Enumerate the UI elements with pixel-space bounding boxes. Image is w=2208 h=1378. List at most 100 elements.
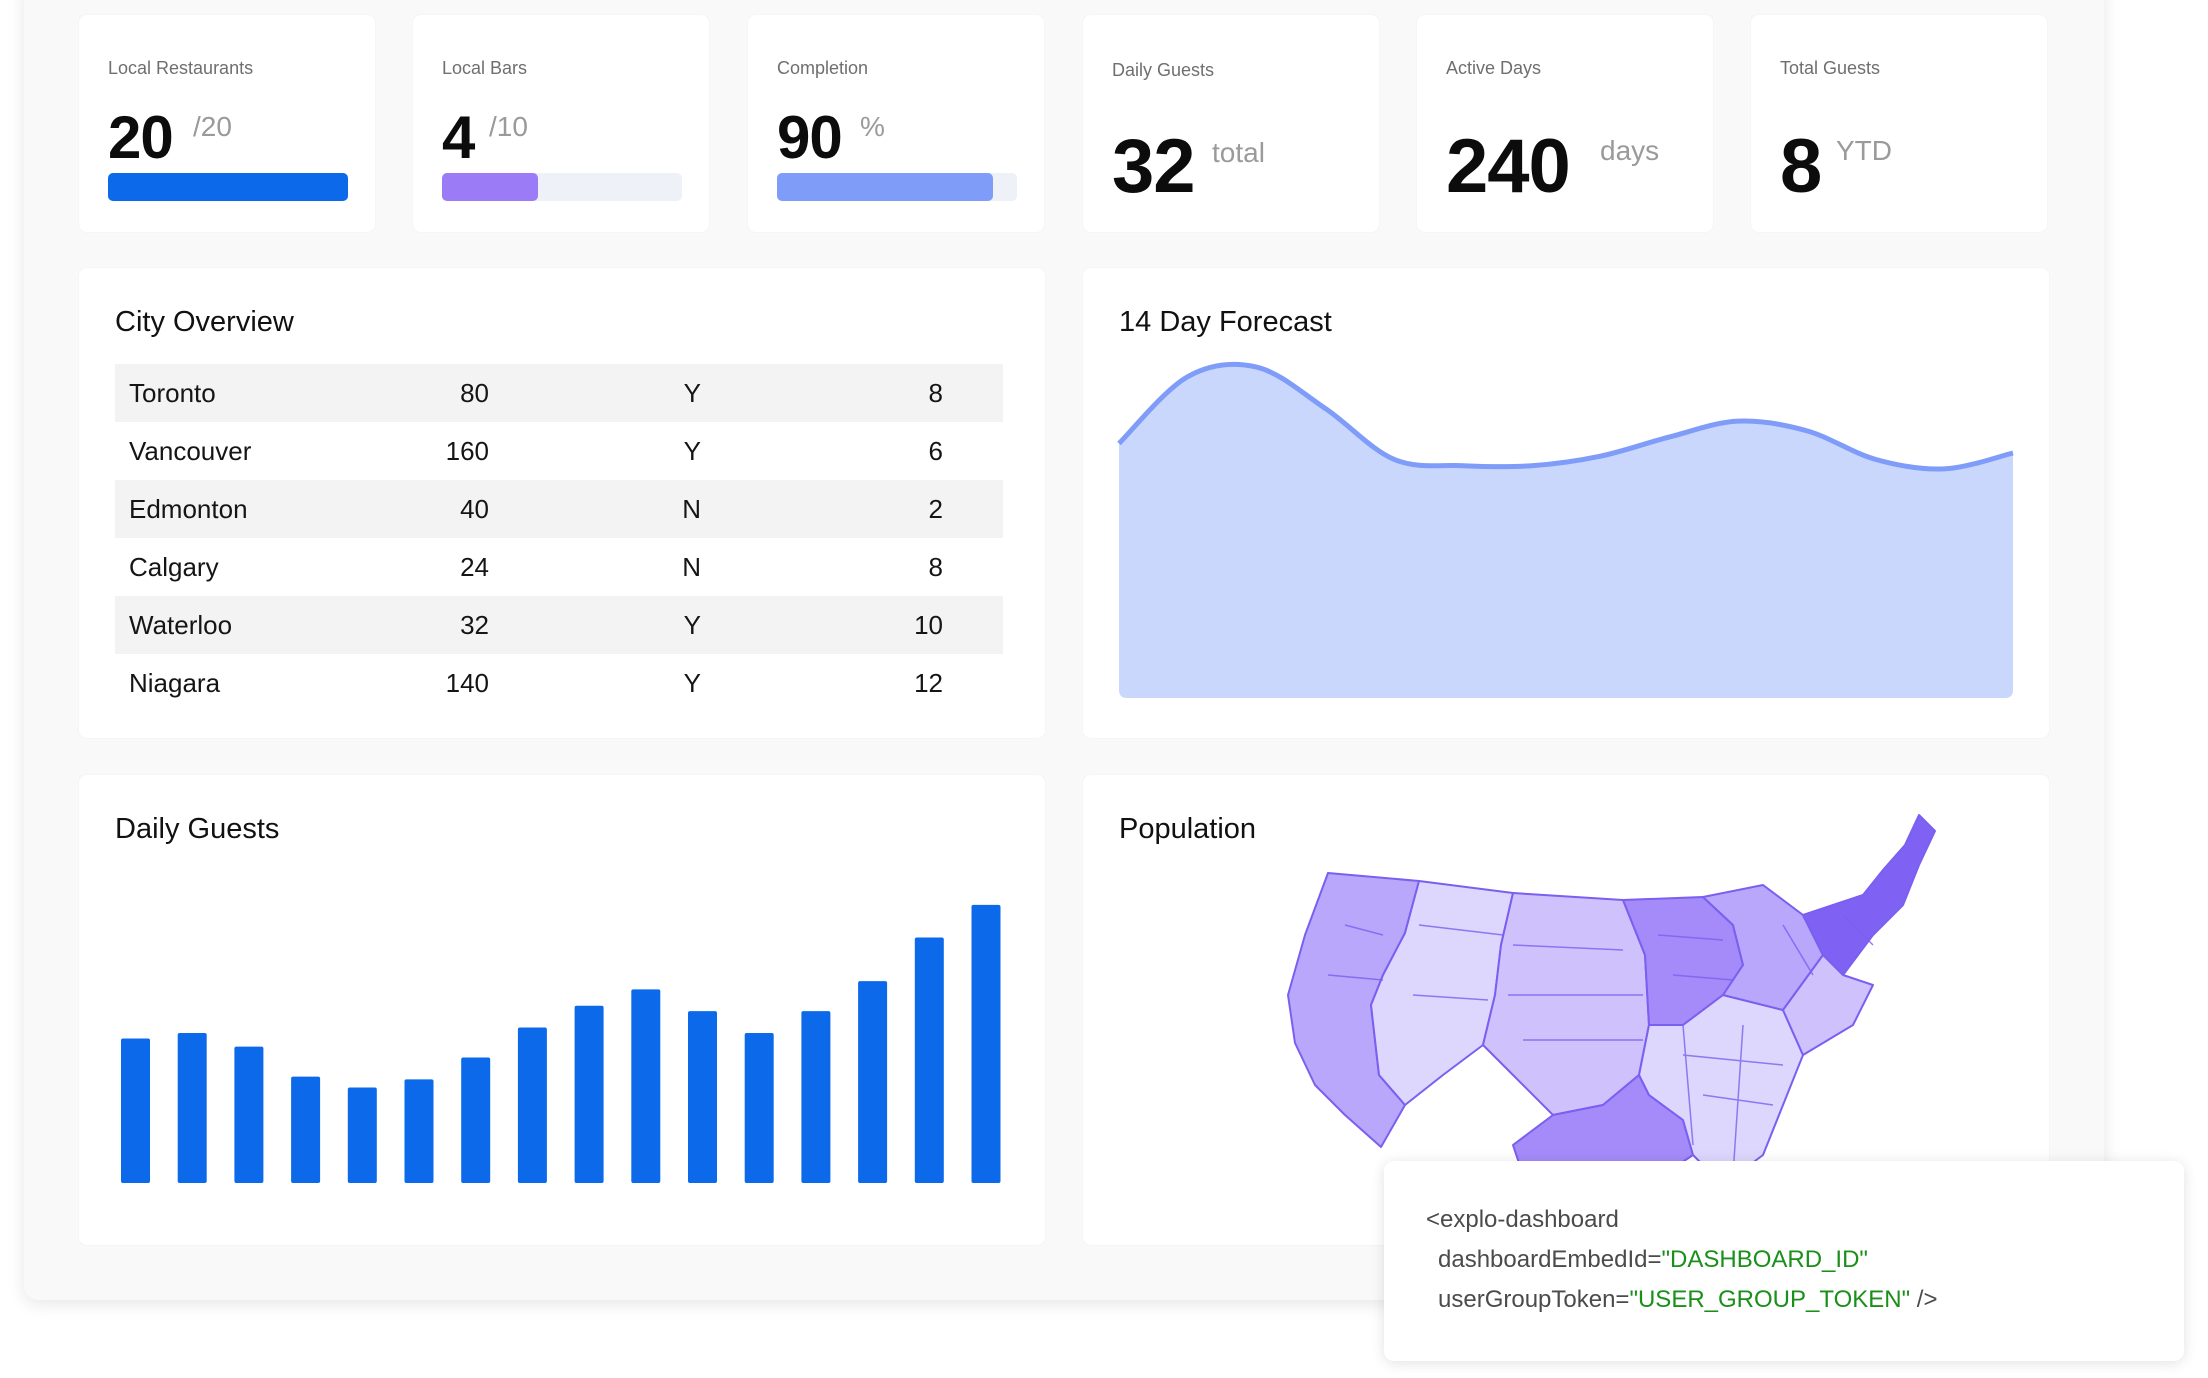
bar-1[interactable] bbox=[121, 1038, 150, 1183]
kpi-value: 90 bbox=[777, 104, 843, 171]
code-close-tag: /> bbox=[1910, 1286, 1938, 1313]
kpi-card-active-days[interactable]: Active Days 240 days bbox=[1417, 15, 1713, 232]
daily-guests-bar-chart bbox=[121, 904, 1001, 1183]
table-cell-count: 6 bbox=[928, 435, 943, 466]
table-cell-flag: Y bbox=[683, 435, 701, 466]
daily-guests-card: Daily Guests bbox=[79, 775, 1045, 1245]
bar-3[interactable] bbox=[234, 1046, 264, 1183]
kpi-unit: /10 bbox=[489, 111, 528, 142]
code-attr: userGroupToken= bbox=[1438, 1286, 1630, 1313]
kpi-label: Active Days bbox=[1446, 58, 1542, 78]
city-table: Toronto 80 Y 8 Vancouver 160 Y 6 Edmonton 40 N 2 Cal… bbox=[115, 364, 1003, 712]
kpi-label: Local Restaurants bbox=[108, 58, 254, 78]
code-line-3: userGroupToken="USER_GROUP_TOKEN" /> bbox=[1426, 1280, 1937, 1320]
kpi-value: 8 bbox=[1780, 124, 1822, 209]
table-row[interactable]: Edmonton 40 N 2 bbox=[115, 480, 1003, 538]
forecast-area[interactable] bbox=[1119, 364, 2013, 698]
kpi-label: Local Bars bbox=[442, 58, 528, 78]
table-cell-value: 32 bbox=[389, 596, 489, 654]
bar-7[interactable] bbox=[461, 1057, 491, 1183]
bar-8[interactable] bbox=[517, 1027, 547, 1183]
code-attr: dashboardEmbedId= bbox=[1438, 1246, 1662, 1273]
code-block: <explo-dashboard dashboardEmbedId="DASHB… bbox=[1426, 1200, 1937, 1320]
kpi-value: 20 bbox=[108, 104, 174, 171]
table-row[interactable]: Toronto 80 Y 8 bbox=[115, 364, 1003, 422]
bar-14[interactable] bbox=[858, 981, 888, 1183]
table-cell-value: 24 bbox=[460, 551, 489, 582]
code-string: "DASHBOARD_ID" bbox=[1661, 1246, 1868, 1273]
kpi-card-local-bars[interactable]: Local Bars 4 /10 bbox=[413, 15, 709, 232]
kpi-label: Completion bbox=[777, 58, 869, 78]
table-cell-count: 8 bbox=[701, 364, 1003, 422]
bar-4[interactable] bbox=[291, 1076, 321, 1183]
dashboard-panel: Local Restaurants 20 /20 Local Bars 4 /1… bbox=[24, 0, 2104, 1300]
table-cell-city: Waterloo bbox=[115, 596, 389, 654]
progress-bar bbox=[108, 173, 348, 201]
kpi-unit: days bbox=[1600, 135, 1660, 166]
table-cell-count: 10 bbox=[701, 596, 1003, 654]
code-line-2: dashboardEmbedId="DASHBOARD_ID" bbox=[1426, 1240, 1937, 1280]
table-cell-value: 140 bbox=[445, 667, 489, 698]
city-overview-card: City Overview Toronto 80 Y 8 Vancouver 160 Y 6 E… bbox=[79, 268, 1045, 738]
kpi-card-total-guests[interactable]: Total Guests 8 YTD bbox=[1751, 15, 2047, 232]
bar-6[interactable] bbox=[404, 1079, 434, 1183]
table-cell-city: Edmonton bbox=[115, 480, 389, 538]
bar-11[interactable] bbox=[688, 1011, 717, 1183]
table-cell-count: 8 bbox=[928, 551, 943, 582]
map-region-plains[interactable] bbox=[1482, 892, 1650, 1116]
kpi-card-local-restaurants[interactable]: Local Restaurants 20 /20 bbox=[79, 15, 375, 232]
card-title: Daily Guests bbox=[115, 813, 280, 845]
card-title: 14 Day Forecast bbox=[1119, 306, 1332, 338]
table-row[interactable]: Waterloo 32 Y 10 bbox=[115, 596, 1003, 654]
bar-12[interactable] bbox=[744, 1033, 774, 1183]
progress-bar bbox=[777, 173, 1017, 201]
table-cell-flag: N bbox=[489, 480, 701, 538]
kpi-label: Total Guests bbox=[1780, 58, 1881, 78]
kpi-unit: YTD bbox=[1836, 135, 1892, 166]
table-cell-value: 40 bbox=[389, 480, 489, 538]
bar-10[interactable] bbox=[631, 989, 661, 1183]
kpi-unit: % bbox=[860, 111, 885, 142]
kpi-unit: /20 bbox=[193, 111, 232, 142]
code-line-1: <explo-dashboard bbox=[1426, 1206, 1619, 1233]
bar-5[interactable] bbox=[347, 1087, 377, 1183]
kpi-value: 32 bbox=[1112, 124, 1196, 209]
table-cell-value: 160 bbox=[445, 435, 489, 466]
bar-2[interactable] bbox=[177, 1033, 207, 1183]
kpi-card-completion[interactable]: Completion 90 % bbox=[748, 15, 1044, 232]
map-region-northeast[interactable] bbox=[1802, 814, 1936, 976]
progress-bar bbox=[442, 173, 682, 201]
forecast-card: 14 Day Forecast bbox=[1083, 268, 2049, 738]
embed-code-card[interactable]: <explo-dashboard dashboardEmbedId="DASHB… bbox=[1384, 1161, 2184, 1361]
map-region-mid-atlantic[interactable] bbox=[1782, 954, 1874, 1056]
kpi-value: 4 bbox=[442, 104, 475, 171]
map-state-lines bbox=[1327, 914, 1874, 1176]
table-cell-count: 12 bbox=[914, 667, 943, 698]
bar-15[interactable] bbox=[914, 937, 944, 1183]
forecast-line[interactable] bbox=[1117, 361, 2014, 472]
table-row[interactable]: Calgary 24 N 8 bbox=[115, 538, 1003, 596]
table-cell-flag: Y bbox=[489, 596, 701, 654]
kpi-label: Daily Guests bbox=[1112, 60, 1215, 80]
table-cell-flag: Y bbox=[489, 364, 701, 422]
progress-fill bbox=[442, 173, 538, 201]
kpi-value: 240 bbox=[1446, 124, 1571, 209]
table-cell-city: Toronto bbox=[115, 364, 389, 422]
code-string: "USER_GROUP_TOKEN" bbox=[1629, 1286, 1911, 1313]
table-cell-city: Calgary bbox=[129, 551, 219, 582]
kpi-unit: total bbox=[1212, 137, 1265, 168]
bar-13[interactable] bbox=[801, 1011, 831, 1183]
table-cell-value: 80 bbox=[389, 364, 489, 422]
table-cell-city: Vancouver bbox=[129, 435, 252, 466]
kpi-card-daily-guests[interactable]: Daily Guests 32 total bbox=[1083, 15, 1379, 232]
table-row[interactable]: Niagara 140 Y 12 bbox=[115, 654, 1003, 712]
table-cell-flag: N bbox=[682, 551, 701, 582]
table-row[interactable]: Vancouver 160 Y 6 bbox=[115, 422, 1003, 480]
card-title: Population bbox=[1119, 813, 1257, 845]
progress-fill bbox=[108, 173, 348, 201]
bar-9[interactable] bbox=[574, 1005, 604, 1183]
table-cell-flag: Y bbox=[683, 667, 701, 698]
card-title: City Overview bbox=[115, 306, 294, 338]
table-cell-count: 2 bbox=[701, 480, 1003, 538]
bar-16[interactable] bbox=[971, 904, 1001, 1183]
